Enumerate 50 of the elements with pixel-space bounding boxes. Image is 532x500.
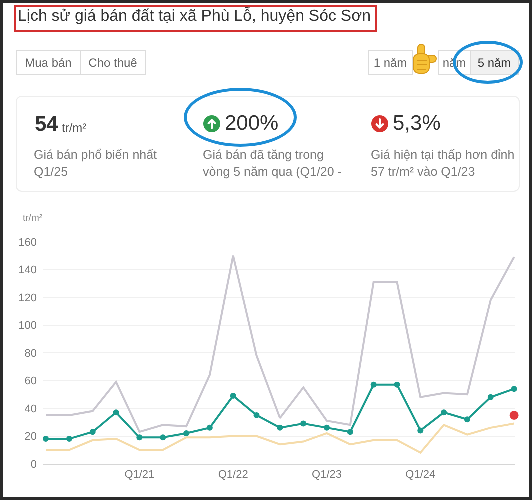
- point: [254, 412, 260, 418]
- point: [510, 410, 519, 420]
- point: [230, 393, 236, 400]
- point: [136, 434, 143, 441]
- point: [66, 436, 72, 442]
- point: [206, 424, 213, 431]
- point: [300, 420, 307, 427]
- point: [324, 424, 330, 431]
- point: [441, 410, 448, 416]
- text: Giá bán đã tăng trong vòng 5 năm qua (Q1/20 -: [203, 147, 342, 181]
- x-tick-label: Q1/23: [312, 469, 342, 482]
- chart-title: Lịch sử giá bán đất tại xã Phù Lỗ, huyện Sóc Sơn: [18, 8, 371, 26]
- y-tick-label: 100: [18, 320, 37, 332]
- point: [511, 386, 518, 392]
- y-tick-label: 60: [24, 376, 37, 388]
- y-tick-label: 20: [24, 431, 37, 444]
- text: 54: [35, 113, 58, 137]
- y-tick-label: 0: [30, 458, 37, 471]
- point: [160, 434, 166, 441]
- point: [277, 424, 284, 431]
- text: 200%: [225, 112, 279, 136]
- line-series: [45, 422, 515, 454]
- y-tick-label: 140: [18, 264, 37, 277]
- text: tr/m²: [62, 121, 87, 135]
- text: Giá bán phổ biến nhất Q1/25: [34, 147, 158, 181]
- point: [43, 436, 50, 442]
- text: 5,3%: [393, 112, 441, 136]
- point: [90, 429, 96, 436]
- text: Giá hiện tại thấp hơn đỉnh 57 tr/m² vào Q1/23: [371, 147, 515, 181]
- line-series: [45, 254, 515, 434]
- tab-button: Mua bán: [16, 50, 81, 75]
- y-axis-title: tr/m²: [23, 213, 43, 224]
- x-tick-label: Q1/24: [406, 469, 436, 482]
- point: [464, 416, 470, 423]
- y-tick-label: 40: [24, 403, 37, 416]
- x-tick-label: Q1/22: [218, 469, 248, 482]
- y-tick-label: 160: [18, 236, 37, 249]
- point: [113, 410, 120, 416]
- tab-button: Cho thuê: [80, 50, 146, 75]
- point: [394, 382, 400, 388]
- x-tick-label: Q1/21: [124, 469, 155, 482]
- tab-button: 1 năm: [368, 50, 413, 75]
- y-tick-label: 80: [24, 348, 37, 360]
- point: [488, 394, 494, 400]
- point: [418, 428, 424, 434]
- tab-button: 5 năm: [470, 50, 519, 75]
- point: [347, 429, 354, 436]
- y-tick-label: 120: [18, 292, 37, 304]
- point: [370, 382, 377, 388]
- point: [184, 430, 190, 436]
